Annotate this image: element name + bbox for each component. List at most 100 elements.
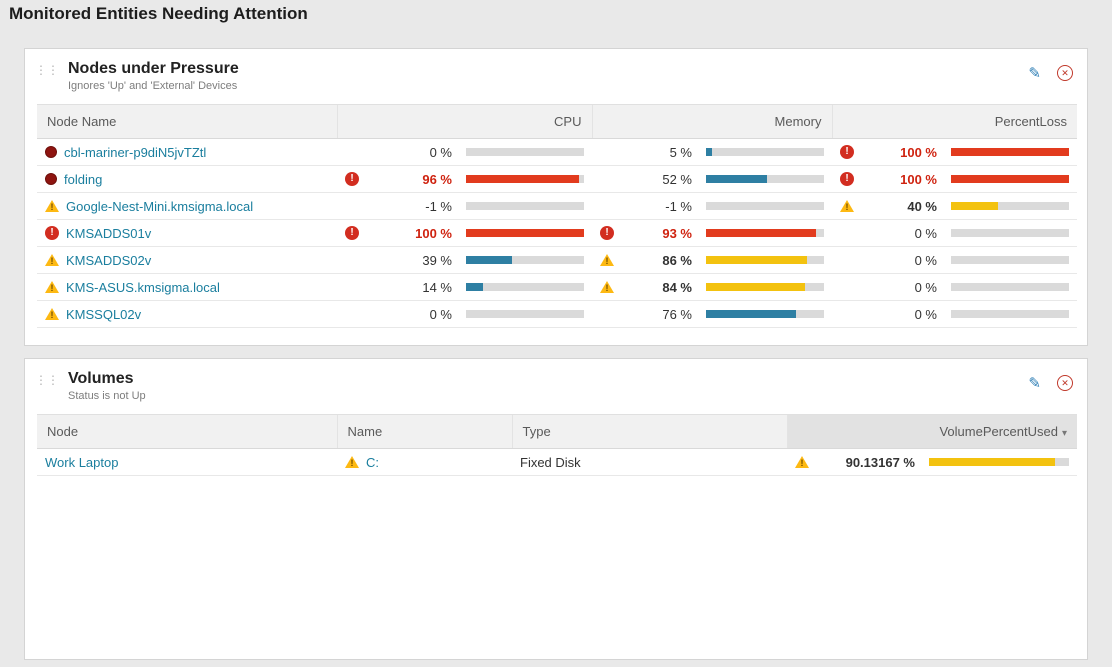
percentloss-bar bbox=[951, 283, 1069, 291]
table-header-row: Node Name CPU Memory PercentLoss bbox=[37, 104, 1077, 139]
node-link[interactable]: KMS-ASUS.kmsigma.local bbox=[66, 279, 220, 295]
memory-bar bbox=[706, 148, 824, 156]
cpu-value: 39 % bbox=[422, 252, 452, 268]
cpu-bar bbox=[466, 283, 584, 291]
percentloss-value: 100 % bbox=[900, 171, 937, 187]
warning-icon bbox=[840, 200, 854, 212]
table-row: folding 96 % 52 % 100 % bbox=[37, 165, 1077, 193]
warning-icon bbox=[345, 456, 359, 468]
memory-bar bbox=[706, 202, 824, 210]
cpu-bar bbox=[466, 229, 584, 237]
cpu-bar bbox=[466, 310, 584, 318]
memory-bar bbox=[706, 229, 824, 237]
node-link[interactable]: folding bbox=[64, 171, 103, 187]
cpu-value: 100 % bbox=[415, 225, 452, 241]
critical-icon bbox=[600, 226, 614, 240]
widget-title: Volumes bbox=[68, 370, 134, 387]
memory-value: 84 % bbox=[662, 279, 692, 295]
volume-type: Fixed Disk bbox=[520, 454, 581, 470]
drag-handle-icon[interactable] bbox=[35, 374, 59, 386]
nodes-table: Node Name CPU Memory PercentLoss cbl-mar… bbox=[37, 104, 1077, 328]
table-row: KMSSQL02v 0 % 76 % 0 % bbox=[37, 300, 1077, 328]
critical-icon bbox=[840, 172, 854, 186]
node-link[interactable]: KMSADDS01v bbox=[66, 225, 152, 241]
percentloss-value: 0 % bbox=[914, 252, 937, 268]
percentloss-value: 40 % bbox=[907, 198, 937, 214]
close-widget-button[interactable] bbox=[1057, 65, 1073, 81]
percentloss-value: 0 % bbox=[914, 306, 937, 322]
percentloss-bar bbox=[951, 175, 1069, 183]
cpu-value: 14 % bbox=[422, 279, 452, 295]
warning-icon bbox=[795, 456, 809, 468]
memory-bar bbox=[706, 310, 824, 318]
widget-actions bbox=[1028, 374, 1073, 392]
cpu-bar bbox=[466, 202, 584, 210]
memory-bar bbox=[706, 175, 824, 183]
widget-header: Volumes Status is not Up bbox=[25, 359, 1087, 408]
critical-icon bbox=[345, 226, 359, 240]
column-header-name[interactable]: Name bbox=[336, 414, 512, 449]
critical-icon bbox=[840, 145, 854, 159]
warning-status-icon bbox=[45, 254, 59, 266]
nodes-under-pressure-widget: Nodes under Pressure Ignores 'Up' and 'E… bbox=[24, 48, 1088, 346]
widget-subtitle: Status is not Up bbox=[68, 390, 146, 402]
table-row: Work Laptop C: Fixed Disk 90.13167 % bbox=[37, 448, 1077, 476]
memory-bar bbox=[706, 283, 824, 291]
close-widget-button[interactable] bbox=[1057, 375, 1073, 391]
cpu-value: 96 % bbox=[422, 171, 452, 187]
critical-icon bbox=[345, 172, 359, 186]
percentloss-value: 100 % bbox=[900, 144, 937, 160]
cpu-value: 0 % bbox=[429, 306, 452, 322]
column-header-type[interactable]: Type bbox=[511, 414, 787, 449]
warning-status-icon bbox=[45, 281, 59, 293]
cpu-bar bbox=[466, 256, 584, 264]
percentloss-value: 0 % bbox=[914, 279, 937, 295]
cpu-value: -1 % bbox=[425, 198, 452, 214]
percentloss-bar bbox=[951, 256, 1069, 264]
percentloss-bar bbox=[951, 310, 1069, 318]
volumepercentused-value: 90.13167 % bbox=[845, 454, 915, 470]
column-header-node[interactable]: Node bbox=[37, 414, 337, 449]
sort-caret-icon: ▾ bbox=[1061, 428, 1067, 439]
warning-status-icon bbox=[45, 200, 59, 212]
node-link[interactable]: KMSSQL02v bbox=[66, 306, 142, 322]
warning-status-icon bbox=[45, 308, 59, 320]
node-down-status-icon bbox=[45, 146, 57, 158]
cpu-value: 0 % bbox=[429, 144, 452, 160]
memory-value: -1 % bbox=[665, 198, 692, 214]
memory-value: 76 % bbox=[662, 306, 692, 322]
memory-value: 52 % bbox=[662, 171, 692, 187]
percentloss-bar bbox=[951, 148, 1069, 156]
memory-value: 86 % bbox=[662, 252, 692, 268]
edit-widget-button[interactable] bbox=[1028, 64, 1041, 82]
column-header-node-name[interactable]: Node Name bbox=[37, 104, 337, 139]
column-header-memory[interactable]: Memory bbox=[591, 104, 832, 139]
node-link[interactable]: Work Laptop bbox=[45, 454, 119, 470]
table-row: cbl-mariner-p9diN5jvTZtl 0 % 5 % 100 % bbox=[37, 138, 1077, 166]
column-header-percentloss[interactable]: PercentLoss bbox=[831, 104, 1077, 139]
warning-icon bbox=[600, 254, 614, 266]
column-header-cpu[interactable]: CPU bbox=[336, 104, 592, 139]
memory-value: 5 % bbox=[669, 144, 692, 160]
memory-value: 93 % bbox=[662, 225, 692, 241]
cpu-bar bbox=[466, 148, 584, 156]
volumepercentused-bar bbox=[929, 458, 1069, 466]
table-row: KMSADDS02v 39 % 86 % 0 % bbox=[37, 246, 1077, 274]
column-header-volumepercentused[interactable]: VolumePercentUsed ▾ bbox=[786, 414, 1077, 449]
volume-link[interactable]: C: bbox=[366, 454, 379, 470]
percentloss-bar bbox=[951, 229, 1069, 237]
percentloss-value: 0 % bbox=[914, 225, 937, 241]
node-link[interactable]: cbl-mariner-p9diN5jvTZtl bbox=[64, 144, 207, 160]
table-row: Google-Nest-Mini.kmsigma.local -1 % -1 %… bbox=[37, 192, 1077, 220]
widget-actions bbox=[1028, 64, 1073, 82]
warning-icon bbox=[600, 281, 614, 293]
node-link[interactable]: KMSADDS02v bbox=[66, 252, 152, 268]
memory-bar bbox=[706, 256, 824, 264]
drag-handle-icon[interactable] bbox=[35, 64, 59, 76]
table-header-row: Node Name Type VolumePercentUsed ▾ bbox=[37, 414, 1077, 449]
node-link[interactable]: Google-Nest-Mini.kmsigma.local bbox=[66, 198, 254, 214]
node-critical-status-icon bbox=[45, 226, 59, 240]
volumes-table: Node Name Type VolumePercentUsed ▾ Work L… bbox=[37, 414, 1077, 476]
page-title: Monitored Entities Needing Attention bbox=[9, 4, 308, 23]
edit-widget-button[interactable] bbox=[1028, 374, 1041, 392]
